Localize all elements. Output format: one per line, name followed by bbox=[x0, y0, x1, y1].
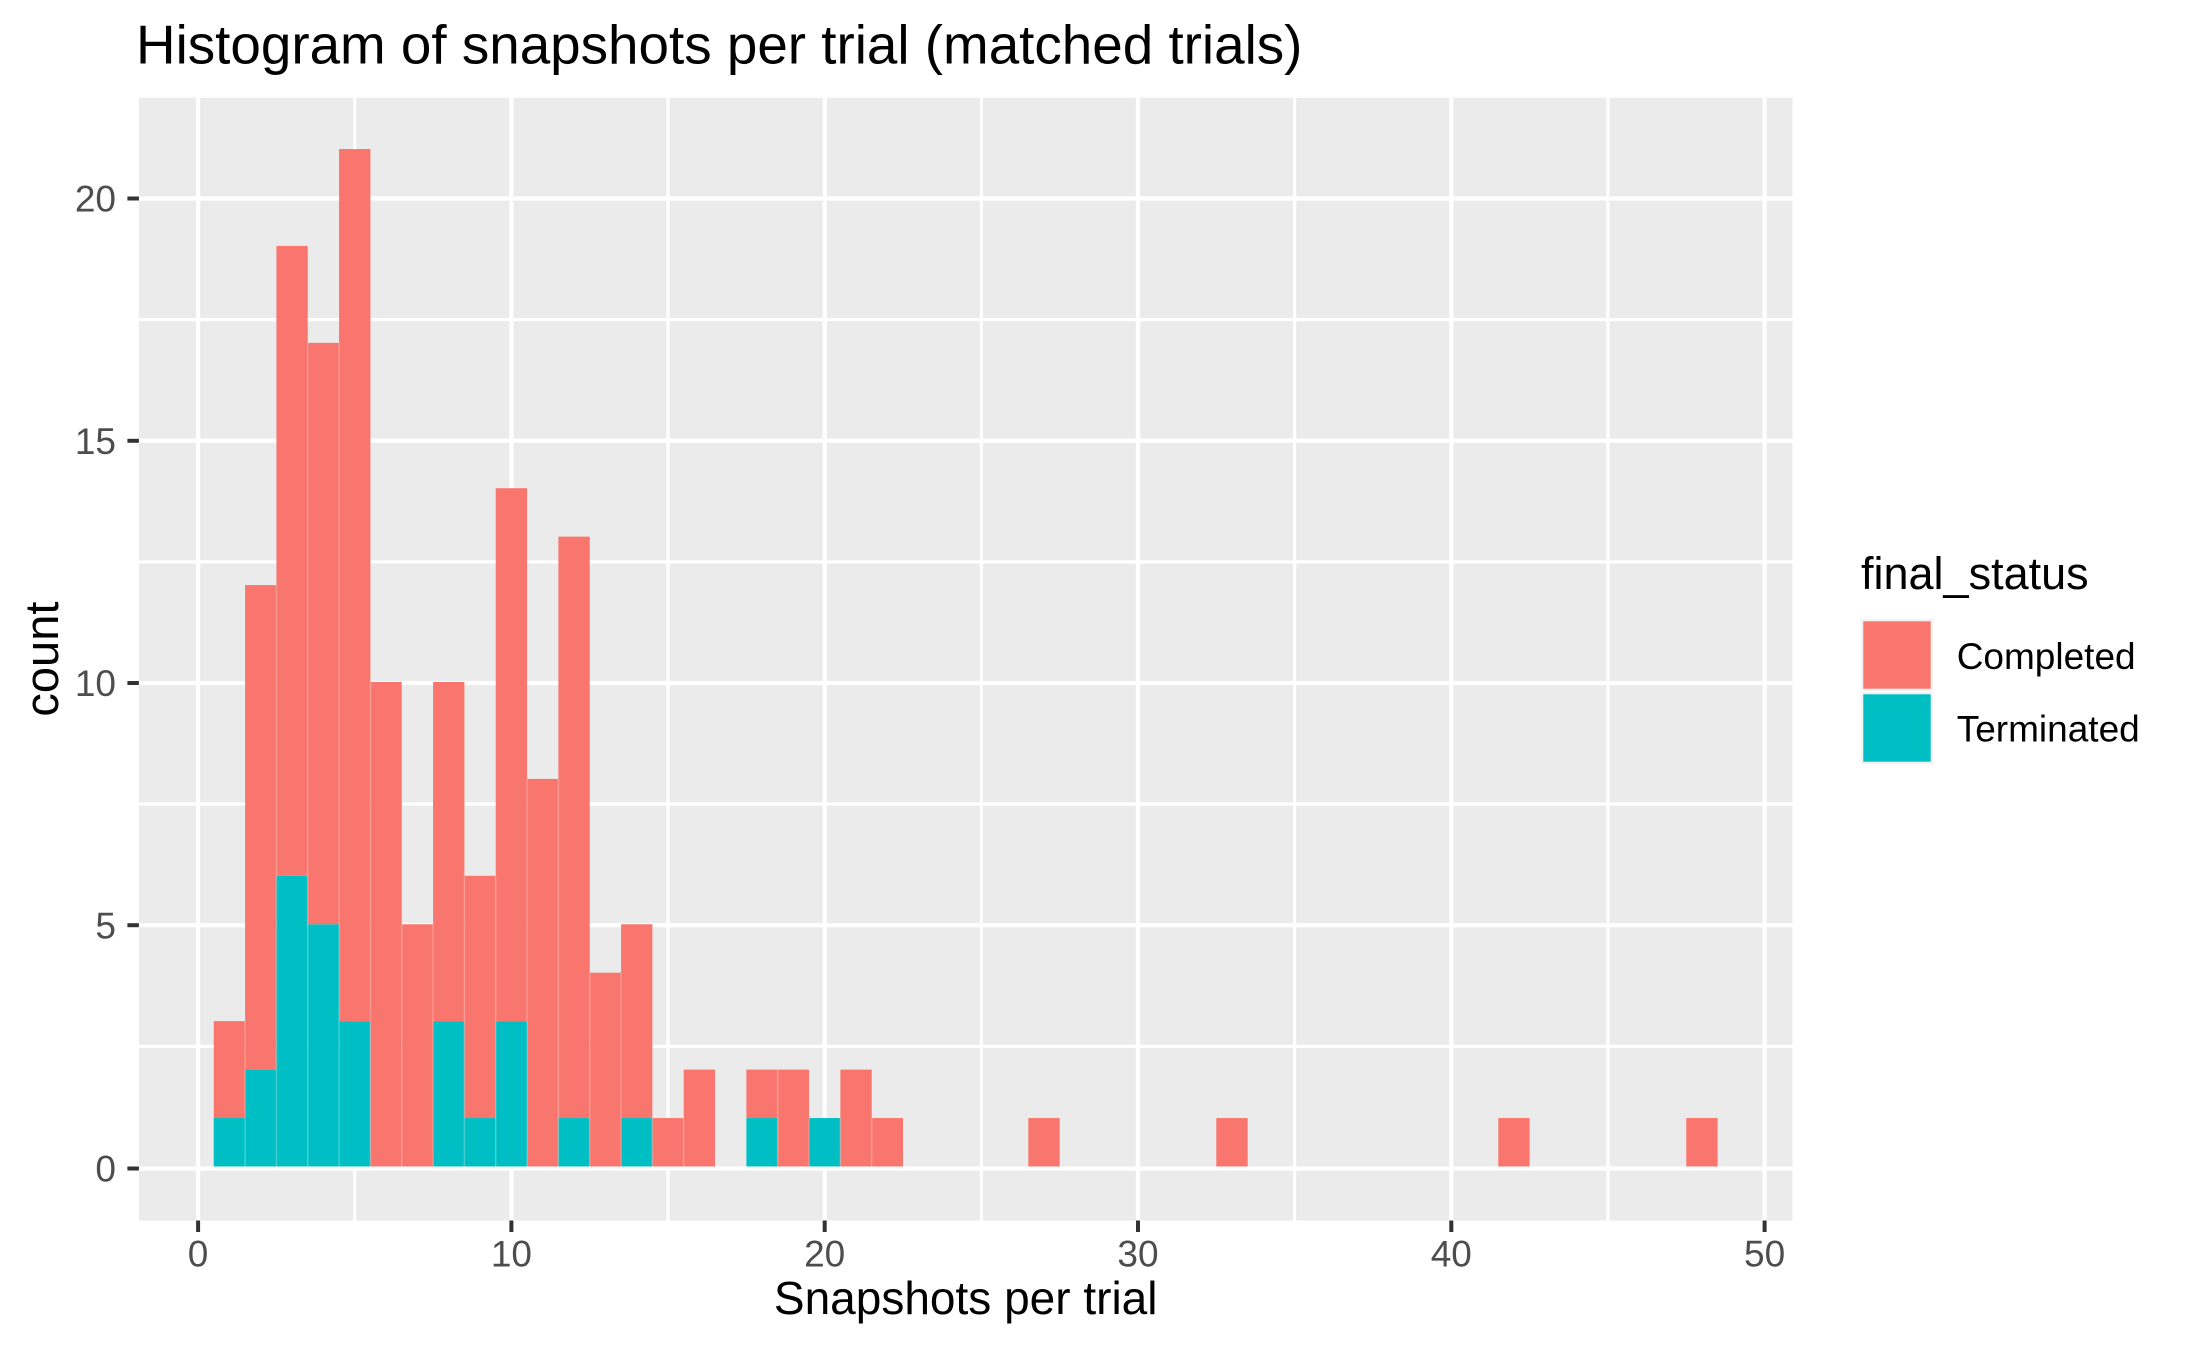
svg-text:Completed: Completed bbox=[1957, 636, 2136, 677]
svg-text:40: 40 bbox=[1431, 1234, 1472, 1275]
svg-text:Terminated: Terminated bbox=[1957, 709, 2140, 750]
svg-text:15: 15 bbox=[75, 421, 116, 462]
svg-text:20: 20 bbox=[804, 1234, 845, 1275]
svg-text:5: 5 bbox=[95, 906, 116, 947]
svg-text:Snapshots per trial: Snapshots per trial bbox=[774, 1272, 1158, 1324]
svg-text:0: 0 bbox=[95, 1149, 116, 1190]
svg-text:Histogram of snapshots per tri: Histogram of snapshots per trial (matche… bbox=[136, 14, 1302, 76]
svg-text:10: 10 bbox=[491, 1234, 532, 1275]
svg-text:0: 0 bbox=[188, 1234, 209, 1275]
svg-text:count: count bbox=[15, 602, 68, 717]
svg-text:10: 10 bbox=[75, 663, 116, 704]
svg-text:50: 50 bbox=[1744, 1234, 1785, 1275]
svg-text:20: 20 bbox=[75, 179, 116, 220]
svg-text:final_status: final_status bbox=[1861, 548, 2089, 599]
svg-text:30: 30 bbox=[1117, 1234, 1158, 1275]
